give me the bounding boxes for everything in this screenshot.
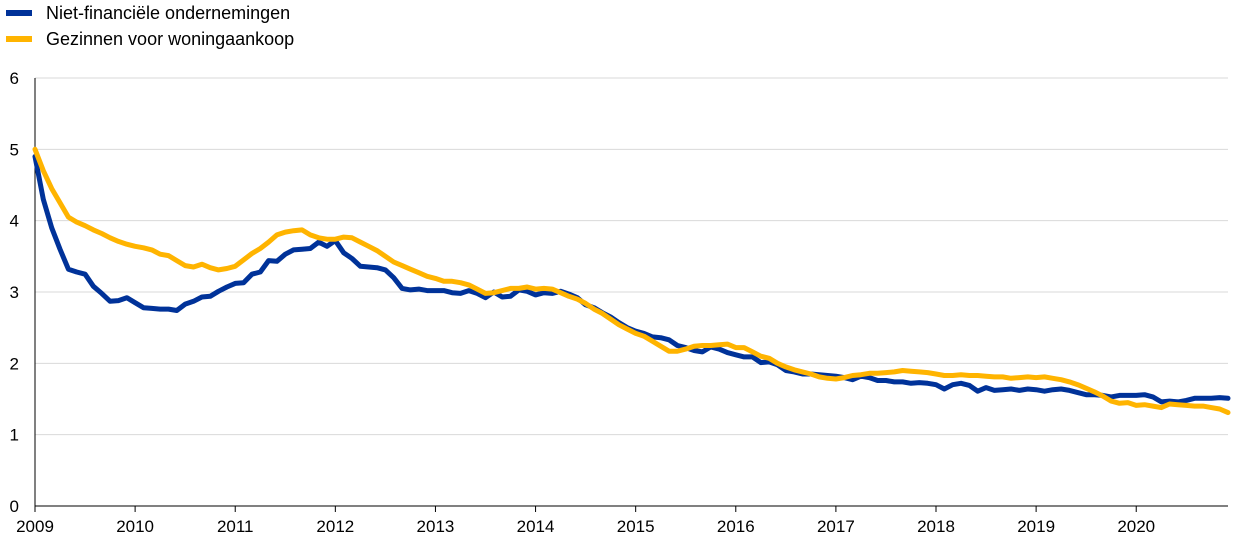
legend-label: Gezinnen voor woningaankoop [46,29,295,49]
y-tick-label: 5 [10,140,19,159]
y-tick-label: 4 [10,212,19,231]
x-tick-label: 2020 [1117,517,1155,536]
x-tick-label: 2013 [417,517,455,536]
chart-legend: Niet-financiële ondernemingen Gezinnen v… [6,0,294,52]
y-tick-label: 1 [10,426,19,445]
y-tick-label: 3 [10,283,19,302]
gridlines [35,77,1228,436]
x-tick-label: 2011 [217,517,254,536]
x-tick-label: 2019 [1017,517,1055,536]
legend-item-niet-financiele: Niet-financiële ondernemingen [6,0,294,26]
legend-label: Niet-financiële ondernemingen [46,3,291,23]
x-tick-labels: 2009 2010 2011 2012 2013 2014 2015 2016 2017 2018… [16,517,1155,536]
y-tick-label: 6 [10,69,19,88]
series-line-1 [32,146,1231,416]
y-tick-label: 2 [10,354,19,373]
x-tick-label: 2012 [316,517,354,536]
x-tick-label: 2017 [817,517,855,536]
x-tick-label: 2016 [717,517,755,536]
legend-swatch-yellow [6,36,32,42]
x-tick-label: 2010 [116,517,154,536]
x-tick-label: 2014 [517,517,555,536]
y-tick-label: 0 [10,497,19,516]
series-line-0 [32,154,1231,405]
x-tick-label: 2015 [617,517,655,536]
legend-swatch-blue [6,10,32,16]
x-tick-label: 2009 [16,517,54,536]
legend-item-gezinnen: Gezinnen voor woningaankoop [6,26,294,52]
y-tick-labels: 0 1 2 3 4 5 6 [10,69,19,516]
series-lines [32,146,1231,416]
x-tick-label: 2018 [917,517,955,536]
